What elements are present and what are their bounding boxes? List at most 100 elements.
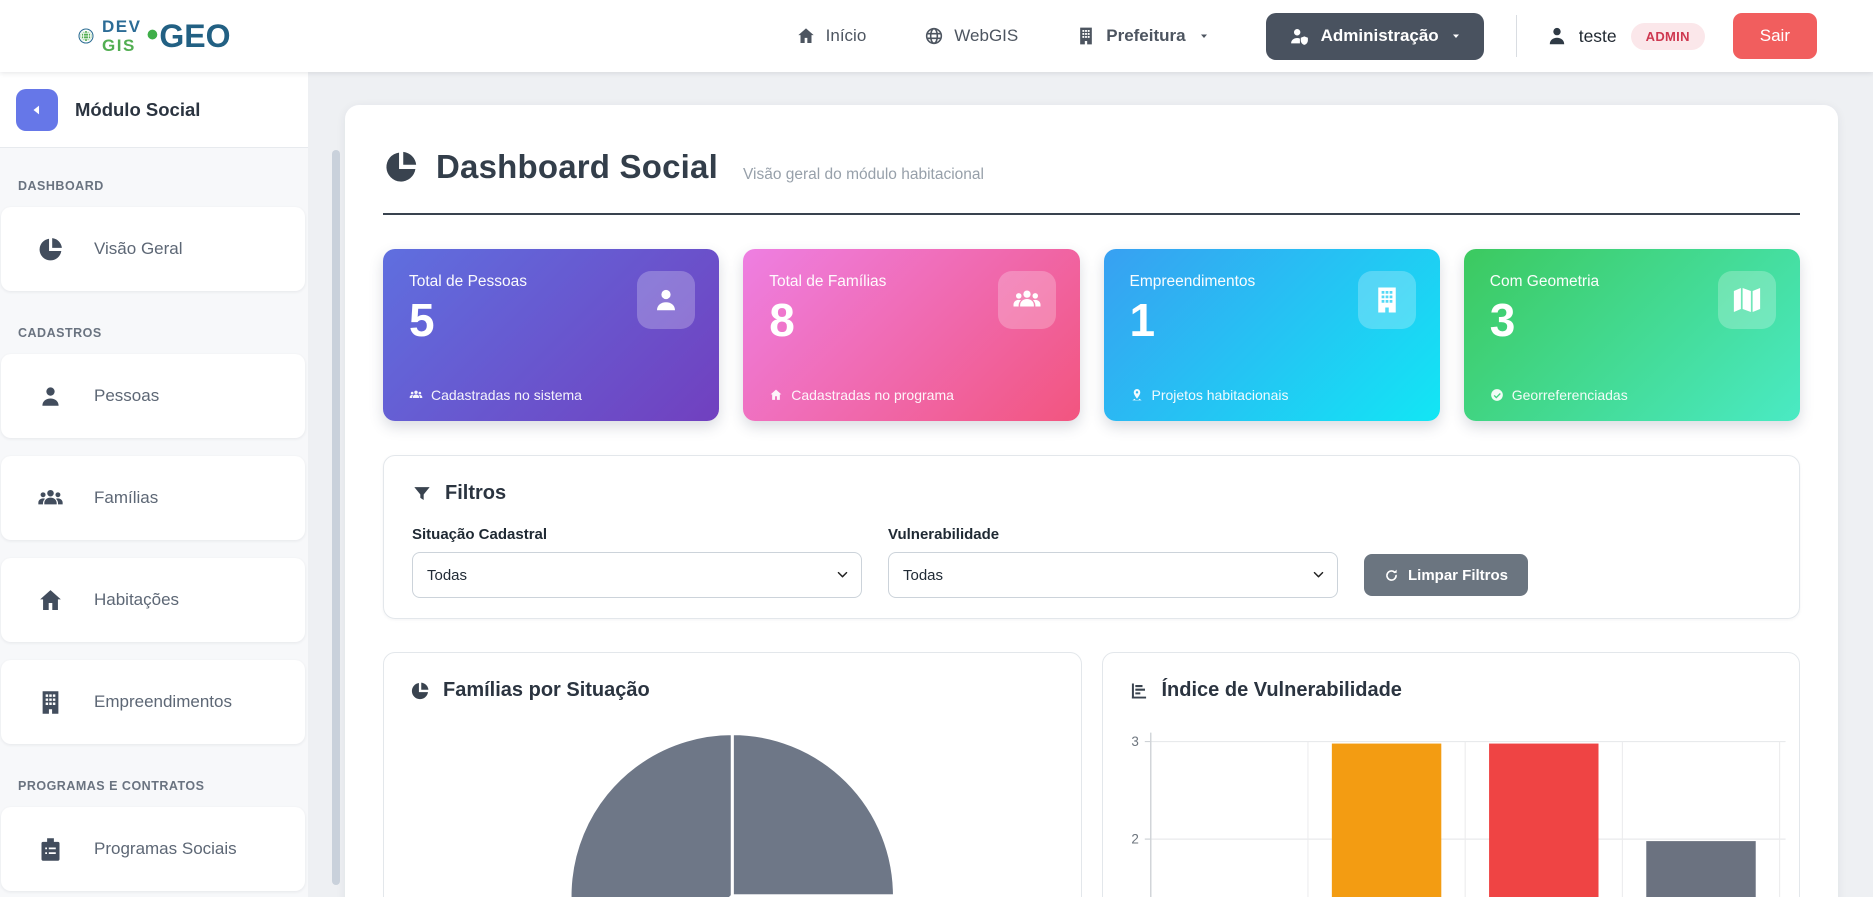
filter-label-vulnerabilidade: Vulnerabilidade [888, 526, 1000, 543]
familias-por-situacao-chart-card: Famílias por Situação [383, 652, 1082, 897]
administracao-button[interactable]: Administração [1265, 12, 1484, 60]
stat-card-empreendimentos: Empreendimentos 1 Projetos habitacionais [1103, 249, 1440, 421]
brand-geo-text: • GEO [141, 18, 230, 54]
clipboard-icon [37, 836, 64, 863]
limpar-filtros-label: Limpar Filtros [1408, 566, 1509, 584]
sidebar-title: Módulo Social [75, 98, 201, 120]
user-name: teste [1578, 25, 1617, 46]
sidebar-item-empreendimentos[interactable]: Empreendimentos [1, 660, 305, 744]
chart-header: Famílias por Situação [410, 679, 1055, 702]
familias-por-situacao-pie[interactable] [384, 653, 1081, 897]
person-icon [1545, 24, 1569, 48]
sidebar-item-label: Visão Geral [94, 239, 183, 258]
main-content: Dashboard Social Visão geral do módulo h… [345, 105, 1838, 897]
filter-field-vulnerabilidade: Vulnerabilidade Todas [888, 526, 1338, 598]
navbar-divider [1515, 15, 1517, 57]
page-subtitle: Visão geral do módulo habitacional [742, 166, 984, 183]
people-icon [37, 485, 64, 512]
sidebar-scrollbar-thumb[interactable] [332, 150, 340, 885]
nav-link-label: WebGIS [954, 26, 1019, 45]
caret-down-icon [1198, 30, 1210, 42]
building-icon [37, 689, 64, 716]
sair-button[interactable]: Sair [1732, 13, 1817, 59]
stat-card-label: Total de Famílias [769, 273, 887, 290]
sidebar-item-habitacoes[interactable]: Habitações [1, 558, 305, 642]
sidebar-header: Módulo Social [0, 72, 308, 148]
sidebar-item-familias[interactable]: Famílias [1, 456, 305, 540]
people-icon [409, 388, 423, 402]
stat-card-value: 1 [1129, 294, 1156, 346]
home-icon [769, 388, 783, 402]
sidebar-item-pessoas[interactable]: Pessoas [1, 354, 305, 438]
sidebar-item-label: Famílias [94, 488, 159, 507]
stat-card-footer: Cadastradas no sistema [409, 387, 582, 403]
sidebar-item-visao-geral[interactable]: Visão Geral [1, 207, 305, 291]
header-divider [383, 213, 1800, 215]
section-label-dashboard: DASHBOARD [18, 179, 104, 193]
nav-link-label: Início [825, 26, 867, 45]
filters-panel: Filtros Situação Cadastral Todas Vulnera… [383, 455, 1800, 619]
person-icon [637, 271, 696, 329]
left-triangle-icon [30, 103, 44, 117]
limpar-filtros-button[interactable]: Limpar Filtros [1364, 554, 1529, 596]
sidebar-item-label: Habitações [94, 590, 180, 609]
indice-vulnerabilidade-bars[interactable]: 32 [1103, 653, 1800, 897]
section-label-cadastros: CADASTROS [18, 326, 102, 340]
nav-link-prefeitura[interactable]: Prefeitura [1076, 26, 1209, 46]
page-title: Dashboard Social [436, 148, 718, 185]
chart-title: Famílias por Situação [443, 679, 650, 701]
sidebar-item-label: Programas Sociais [94, 839, 237, 858]
brand-logo[interactable]: DEV GIS • GEO [78, 18, 231, 54]
stat-cards-row: Total de Pessoas 5 Cadastradas no sistem… [383, 249, 1800, 421]
situacao-cadastral-select[interactable]: Todas [412, 552, 862, 598]
brand-devgis: DEV GIS [102, 18, 141, 54]
stat-card-footer-label: Cadastradas no programa [791, 387, 954, 403]
nav-link-inicio[interactable]: Início [796, 26, 867, 46]
stat-card-total-pessoas: Total de Pessoas 5 Cadastradas no sistem… [383, 249, 720, 421]
svg-text:3: 3 [1131, 734, 1138, 749]
stat-card-footer: Cadastradas no programa [769, 387, 954, 403]
stat-card-footer-label: Georreferenciadas [1511, 387, 1628, 403]
chart-header: Índice de Vulnerabilidade [1129, 679, 1774, 702]
home-icon [37, 587, 64, 614]
svg-text:2: 2 [1131, 832, 1138, 847]
admin-badge: ADMIN [1630, 22, 1705, 50]
filter-label-situacao-cadastral: Situação Cadastral [412, 526, 548, 543]
brand-gis-text: GIS [102, 36, 136, 55]
administracao-label: Administração [1320, 26, 1439, 45]
devgis-globe-icon [78, 28, 94, 44]
sidebar-item-programas-sociais[interactable]: Programas Sociais [1, 807, 305, 891]
chart-title: Índice de Vulnerabilidade [1161, 679, 1402, 701]
vulnerabilidade-select[interactable]: Todas [888, 552, 1338, 598]
charts-row: Famílias por Situação Índice de Vulnerab… [383, 652, 1800, 897]
user-shield-icon [1288, 25, 1310, 47]
section-label-programas-contratos: PROGRAMAS E CONTRATOS [18, 779, 205, 793]
stat-card-label: Total de Pessoas [409, 273, 528, 290]
brand-geo-label: GEO [159, 18, 231, 54]
stat-card-label: Com Geometria [1489, 273, 1600, 290]
filters-row: Situação Cadastral Todas Vulnerabilidade… [412, 526, 1771, 598]
stat-card-value: 3 [1489, 294, 1516, 346]
stat-card-total-familias: Total de Famílias 8 Cadastradas no progr… [743, 249, 1080, 421]
stat-card-footer-label: Cadastradas no sistema [431, 387, 582, 403]
sidebar-item-label: Pessoas [94, 386, 160, 405]
building-icon [1357, 271, 1416, 329]
bar-chart-icon [1129, 681, 1149, 701]
brand-dot: • [146, 16, 159, 54]
building-icon [1076, 26, 1096, 46]
brand-dev-text: DEV [102, 17, 142, 36]
stat-card-footer-label: Projetos habitacionais [1151, 387, 1289, 403]
rotate-icon [1384, 568, 1399, 583]
people-icon [997, 271, 1056, 329]
navbar-links: Início WebGIS Prefeitura [796, 26, 1210, 46]
filters-title: Filtros [445, 482, 507, 504]
person-icon [37, 383, 64, 410]
page-header: Dashboard Social Visão geral do módulo h… [383, 143, 1800, 191]
nav-link-webgis[interactable]: WebGIS [924, 26, 1018, 46]
sidebar-collapse-button[interactable] [16, 88, 58, 131]
pie-chart-icon [37, 236, 64, 263]
sidebar: Módulo Social DASHBOARD Visão Geral CADA… [0, 72, 308, 897]
top-navbar: DEV GIS • GEO Início WebGIS Prefeitura A… [0, 0, 1873, 72]
pie-chart-icon [383, 149, 419, 185]
